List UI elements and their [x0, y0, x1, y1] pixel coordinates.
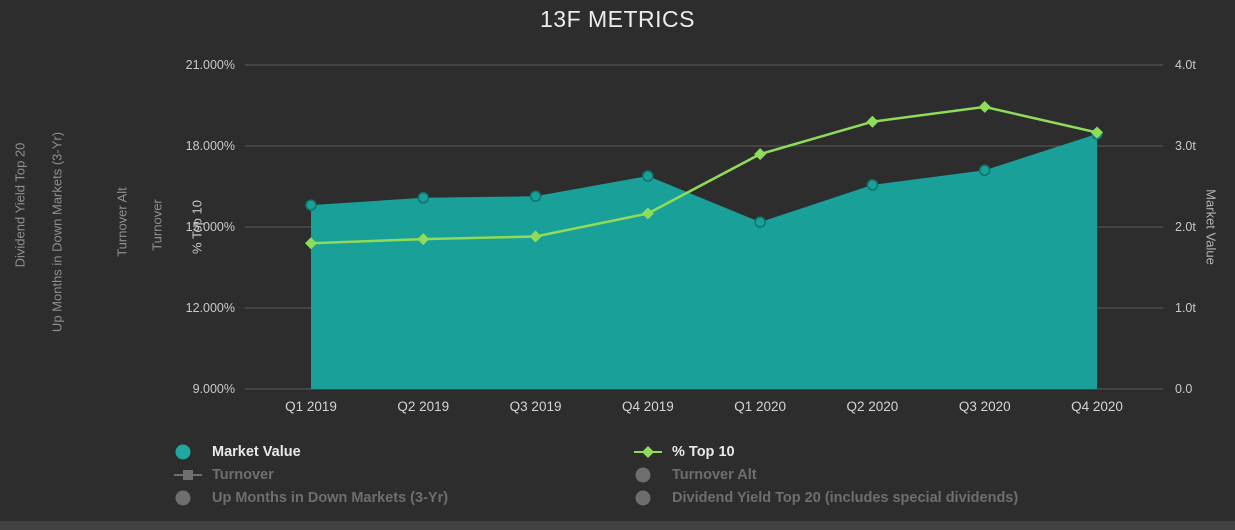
line-point-diamond-marker: [529, 230, 542, 243]
x-axis-tick: Q3 2019: [510, 399, 562, 414]
area-point-marker: [417, 192, 430, 204]
area-series-market-value: [311, 133, 1097, 389]
left-axis-tick: 12.000%: [186, 301, 235, 315]
right-axis-tick: 1.0t: [1175, 301, 1196, 315]
line-square-legend-marker: [174, 469, 202, 480]
left-axis-tick: 15.000%: [186, 220, 235, 234]
legend-label: Turnover: [212, 466, 274, 483]
legend-label: Market Value: [212, 443, 301, 460]
legend-item-turnover-alt[interactable]: Turnover Alt: [633, 463, 1018, 486]
line-point-diamond-marker: [866, 115, 879, 128]
bottom-edge-bar: [0, 521, 1235, 530]
line-point-diamond-marker: [754, 148, 767, 161]
left-axis-tick: 21.000%: [186, 58, 235, 72]
x-axis-tick: Q4 2020: [1071, 399, 1123, 414]
x-axis-tick: Q2 2020: [847, 399, 899, 414]
x-axis-tick: Q4 2019: [622, 399, 674, 414]
legend-column: Market Value Turnover Up Months in Down Ma…: [173, 440, 448, 509]
x-axis-tick: Q3 2020: [959, 399, 1011, 414]
line-point-diamond-marker: [305, 237, 317, 250]
line-series-pct-top-10: [310, 105, 1098, 245]
circle-legend-marker: [635, 467, 651, 482]
line-point-diamond-marker: [1091, 126, 1103, 139]
circle-legend-marker: [175, 444, 191, 459]
area-point-marker: [978, 164, 991, 177]
area-point-marker: [754, 216, 766, 228]
x-axis-tick: Q1 2020: [734, 399, 786, 414]
line-diamond-legend-marker: [634, 445, 662, 458]
x-axis-tick: Q2 2019: [397, 399, 449, 414]
chart-plot-area: 21.000% 18.000% 15.000% 12.000% 9.000% 4.0t 3.…: [186, 58, 1197, 414]
circle-legend-marker: [635, 490, 651, 505]
legend-column: % Top 10 Turnover Alt Dividend Yield Top 2…: [633, 440, 1018, 509]
chart-legend: Market Value Turnover Up Months in Down Ma…: [0, 440, 1235, 516]
right-axis-tick: 2.0t: [1175, 220, 1196, 234]
line-point-diamond-marker: [641, 207, 654, 220]
left-axis-tick: 18.000%: [186, 139, 235, 153]
legend-item-dividend-yield-top-20-includes-special-dividends[interactable]: Dividend Yield Top 20 (includes special …: [633, 486, 1018, 509]
legend-item-up-months-in-down-markets-3-yr[interactable]: Up Months in Down Markets (3-Yr): [173, 486, 448, 509]
legend-label: Dividend Yield Top 20 (includes special …: [672, 489, 1019, 506]
legend-item-market-value[interactable]: Market Value: [173, 440, 448, 463]
legend-label: Up Months in Down Markets (3-Yr): [212, 489, 449, 506]
area-point-marker: [305, 199, 317, 211]
right-axis-tick: 0.0: [1175, 382, 1192, 396]
x-axis-tick: Q1 2019: [285, 399, 337, 414]
circle-legend-marker: [175, 490, 191, 505]
left-axis-tick: 9.000%: [193, 382, 235, 396]
area-point-marker: [866, 179, 879, 191]
right-axis-tick: 4.0t: [1175, 58, 1196, 72]
area-point-marker: [642, 170, 654, 182]
area-point-marker: [529, 190, 542, 202]
legend-item-top-10[interactable]: % Top 10: [633, 440, 1018, 463]
legend-item-turnover[interactable]: Turnover: [173, 463, 448, 486]
line-point-diamond-marker: [978, 100, 991, 113]
chart-title: 13F METRICS: [539, 6, 696, 32]
legend-label: Turnover Alt: [672, 466, 757, 483]
right-axis-tick: 3.0t: [1175, 139, 1196, 153]
line-point-diamond-marker: [417, 233, 430, 246]
legend-label: % Top 10: [672, 443, 735, 460]
